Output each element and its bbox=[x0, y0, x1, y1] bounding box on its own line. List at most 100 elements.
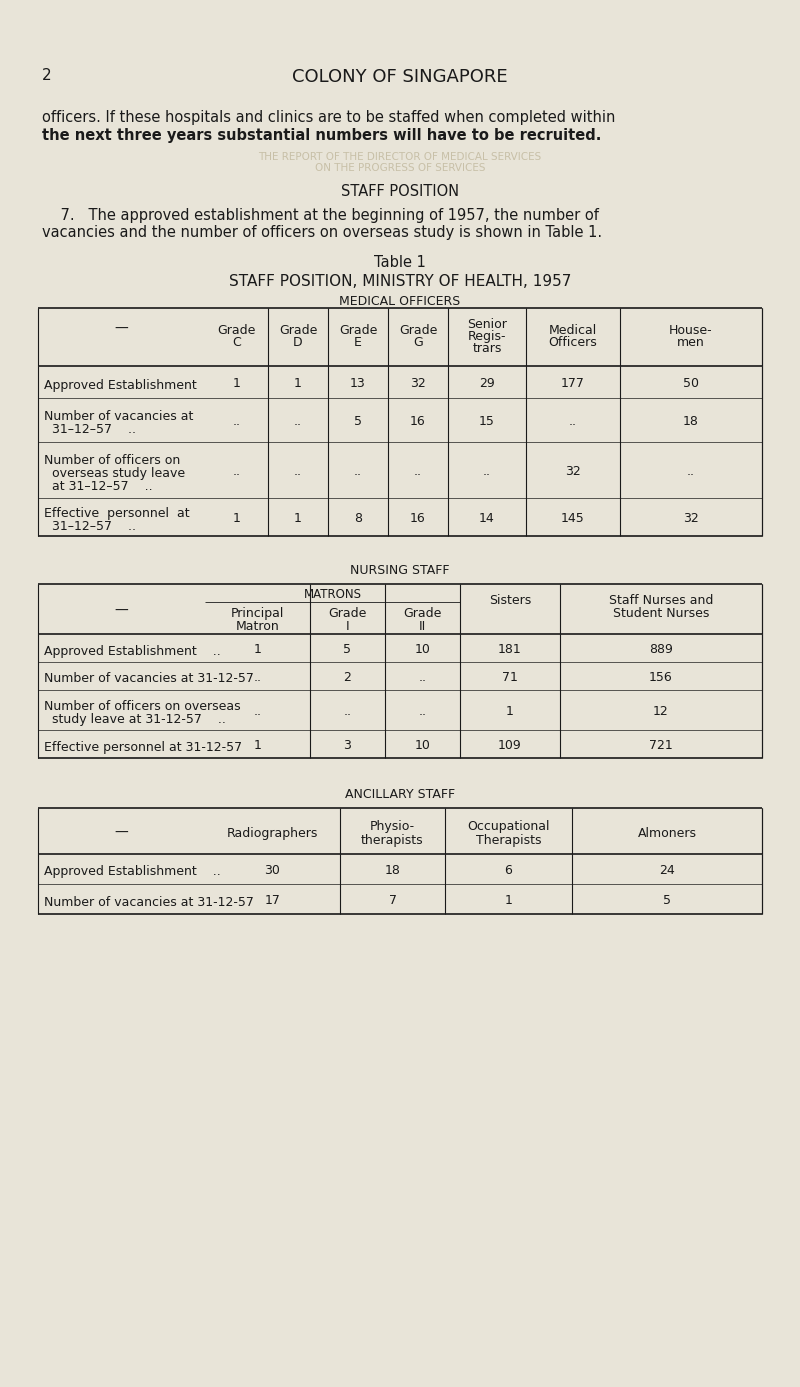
Text: 156: 156 bbox=[649, 671, 673, 684]
Text: —: — bbox=[114, 603, 128, 619]
Text: Grade: Grade bbox=[399, 325, 437, 337]
Text: 5: 5 bbox=[343, 644, 351, 656]
Text: Number of vacancies at 31-12-57: Number of vacancies at 31-12-57 bbox=[44, 896, 254, 908]
Text: 32: 32 bbox=[565, 465, 581, 479]
Text: therapists: therapists bbox=[361, 834, 424, 847]
Text: 29: 29 bbox=[479, 377, 495, 390]
Text: ANCILLARY STAFF: ANCILLARY STAFF bbox=[345, 788, 455, 802]
Text: Number of vacancies at: Number of vacancies at bbox=[44, 411, 194, 423]
Text: 1: 1 bbox=[505, 895, 513, 907]
Text: Grade: Grade bbox=[328, 608, 366, 620]
Text: ..: .. bbox=[483, 465, 491, 479]
Text: 15: 15 bbox=[479, 415, 495, 429]
Text: Medical: Medical bbox=[549, 325, 597, 337]
Text: ..: .. bbox=[254, 705, 262, 718]
Text: 17: 17 bbox=[265, 895, 281, 907]
Text: Principal: Principal bbox=[231, 608, 284, 620]
Text: ..: .. bbox=[418, 671, 426, 684]
Text: 32: 32 bbox=[683, 512, 699, 526]
Text: Effective  personnel  at: Effective personnel at bbox=[44, 508, 190, 520]
Text: ..: .. bbox=[254, 671, 262, 684]
Text: study leave at 31-12-57    ..: study leave at 31-12-57 .. bbox=[44, 713, 226, 725]
Text: 12: 12 bbox=[653, 705, 669, 718]
Text: House-: House- bbox=[669, 325, 713, 337]
Text: 16: 16 bbox=[410, 415, 426, 429]
Text: Staff Nurses and: Staff Nurses and bbox=[609, 594, 713, 608]
Text: 32: 32 bbox=[410, 377, 426, 390]
Text: 13: 13 bbox=[350, 377, 366, 390]
Text: ..: .. bbox=[418, 705, 426, 718]
Text: Approved Establishment: Approved Establishment bbox=[44, 379, 197, 391]
Text: 30: 30 bbox=[265, 864, 281, 877]
Text: Number of officers on overseas: Number of officers on overseas bbox=[44, 700, 241, 713]
Text: C: C bbox=[232, 336, 241, 350]
Text: Almoners: Almoners bbox=[638, 827, 697, 841]
Text: Physio-: Physio- bbox=[370, 820, 415, 834]
Text: 5: 5 bbox=[354, 415, 362, 429]
Text: 181: 181 bbox=[498, 644, 522, 656]
Text: 10: 10 bbox=[414, 644, 430, 656]
Text: 18: 18 bbox=[385, 864, 401, 877]
Text: THE REPORT OF THE DIRECTOR OF MEDICAL SERVICES: THE REPORT OF THE DIRECTOR OF MEDICAL SE… bbox=[258, 153, 542, 162]
Text: 1: 1 bbox=[233, 512, 241, 526]
Text: trars: trars bbox=[472, 343, 502, 355]
Text: Matron: Matron bbox=[236, 620, 279, 632]
Text: 7.   The approved establishment at the beginning of 1957, the number of: 7. The approved establishment at the beg… bbox=[42, 208, 599, 223]
Text: I: I bbox=[346, 620, 350, 632]
Text: ..: .. bbox=[569, 415, 577, 429]
Text: Grade: Grade bbox=[339, 325, 377, 337]
Text: 1: 1 bbox=[254, 644, 262, 656]
Text: Grade: Grade bbox=[218, 325, 256, 337]
Text: 31–12–57    ..: 31–12–57 .. bbox=[44, 423, 136, 436]
Text: ..: .. bbox=[294, 415, 302, 429]
Text: NURSING STAFF: NURSING STAFF bbox=[350, 565, 450, 577]
Text: ..: .. bbox=[354, 465, 362, 479]
Text: Student Nurses: Student Nurses bbox=[613, 608, 709, 620]
Text: 1: 1 bbox=[506, 705, 514, 718]
Text: 16: 16 bbox=[410, 512, 426, 526]
Text: vacancies and the number of officers on overseas study is shown in Table 1.: vacancies and the number of officers on … bbox=[42, 225, 602, 240]
Text: Number of vacancies at 31-12-57: Number of vacancies at 31-12-57 bbox=[44, 673, 254, 685]
Text: Table 1: Table 1 bbox=[374, 255, 426, 270]
Text: G: G bbox=[413, 336, 423, 350]
Text: ON THE PROGRESS OF SERVICES: ON THE PROGRESS OF SERVICES bbox=[314, 164, 486, 173]
Text: MATRONS: MATRONS bbox=[303, 588, 362, 601]
Text: 8: 8 bbox=[354, 512, 362, 526]
Text: Radiographers: Radiographers bbox=[227, 827, 318, 841]
Text: ..: .. bbox=[233, 415, 241, 429]
Text: Regis-: Regis- bbox=[468, 330, 506, 343]
Text: II: II bbox=[419, 620, 426, 632]
Text: 10: 10 bbox=[414, 739, 430, 752]
Text: 7: 7 bbox=[389, 895, 397, 907]
Text: at 31–12–57    ..: at 31–12–57 .. bbox=[44, 480, 153, 492]
Text: ..: .. bbox=[233, 465, 241, 479]
Text: 889: 889 bbox=[649, 644, 673, 656]
Text: 721: 721 bbox=[649, 739, 673, 752]
Text: Officers: Officers bbox=[549, 336, 598, 350]
Text: 24: 24 bbox=[659, 864, 675, 877]
Text: 2: 2 bbox=[42, 68, 52, 83]
Text: COLONY OF SINGAPORE: COLONY OF SINGAPORE bbox=[292, 68, 508, 86]
Text: 1: 1 bbox=[254, 739, 262, 752]
Text: ..: .. bbox=[343, 705, 351, 718]
Text: men: men bbox=[677, 336, 705, 350]
Text: Grade: Grade bbox=[279, 325, 317, 337]
Text: ..: .. bbox=[414, 465, 422, 479]
Text: 145: 145 bbox=[561, 512, 585, 526]
Text: 1: 1 bbox=[233, 377, 241, 390]
Text: Approved Establishment    ..: Approved Establishment .. bbox=[44, 645, 221, 657]
Text: 31–12–57    ..: 31–12–57 .. bbox=[44, 520, 136, 533]
Text: STAFF POSITION, MINISTRY OF HEALTH, 1957: STAFF POSITION, MINISTRY OF HEALTH, 1957 bbox=[229, 275, 571, 288]
Text: Sisters: Sisters bbox=[489, 594, 531, 608]
Text: the next three years substantial numbers will have to be recruited.: the next three years substantial numbers… bbox=[42, 128, 602, 143]
Text: ..: .. bbox=[687, 465, 695, 479]
Text: 18: 18 bbox=[683, 415, 699, 429]
Text: E: E bbox=[354, 336, 362, 350]
Text: ..: .. bbox=[294, 465, 302, 479]
Text: 50: 50 bbox=[683, 377, 699, 390]
Text: STAFF POSITION: STAFF POSITION bbox=[341, 184, 459, 198]
Text: Number of officers on: Number of officers on bbox=[44, 454, 180, 466]
Text: 71: 71 bbox=[502, 671, 518, 684]
Text: Grade: Grade bbox=[403, 608, 442, 620]
Text: officers. If these hospitals and clinics are to be staffed when completed within: officers. If these hospitals and clinics… bbox=[42, 110, 615, 125]
